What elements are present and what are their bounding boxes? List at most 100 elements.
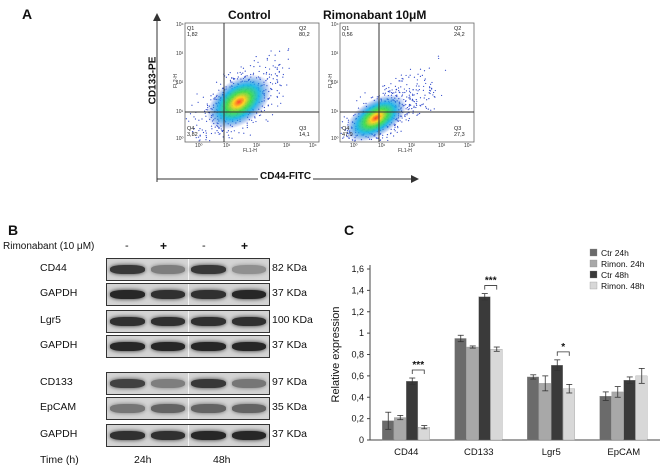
panel-a-letter: A — [22, 6, 33, 22]
y-tick: 10⁰ — [176, 136, 184, 142]
bar — [478, 296, 491, 441]
blot-band — [231, 317, 266, 326]
blot-band — [110, 431, 145, 440]
bar — [623, 379, 636, 441]
blot-band — [150, 265, 185, 274]
legend-label: Ctr 48h — [601, 270, 629, 280]
bar — [490, 349, 503, 441]
blot-protein-label: GAPDH — [40, 287, 78, 299]
blot-kda-label: 37 KDa — [272, 287, 308, 299]
treatment-mark: - — [202, 240, 206, 252]
bar — [551, 365, 563, 441]
bar — [599, 396, 612, 441]
x-tick-label: CD44 — [394, 447, 418, 458]
q1-label: Q1 1,82 — [187, 26, 198, 38]
significance-label: *** — [485, 276, 497, 287]
blot-band — [110, 265, 145, 274]
legend-swatch — [589, 259, 598, 268]
x-tick: 10² — [408, 143, 416, 149]
significance-bracket — [411, 369, 425, 375]
flow-plot-control-title: Control — [228, 8, 271, 22]
y-tick: 10⁴ — [331, 22, 339, 28]
bar — [406, 381, 418, 441]
x-tick: 10³ — [283, 143, 291, 149]
blot-strip — [106, 397, 270, 420]
blot-band — [231, 431, 266, 440]
blot-band — [150, 290, 185, 299]
x-tick-label: EpCAM — [607, 447, 640, 458]
blot-strip — [106, 424, 270, 447]
q3-label: Q3 14,1 — [299, 126, 310, 138]
significance-bracket — [484, 285, 498, 290]
blot-strip — [106, 310, 270, 333]
bar — [394, 417, 406, 441]
blot-protein-label: Lgr5 — [40, 314, 62, 326]
y-tick-label: 0 — [359, 435, 364, 445]
y-tick-label: 1,4 — [351, 285, 364, 295]
significance-label: *** — [412, 360, 424, 371]
blot-band — [150, 404, 185, 413]
blot-band — [191, 404, 226, 413]
treatment-mark: + — [241, 239, 249, 253]
blot-band — [150, 317, 185, 326]
blot-strip — [106, 258, 270, 281]
y-tick-label: 0,4 — [351, 392, 364, 402]
blot-protein-label: GAPDH — [40, 339, 78, 351]
blot-band — [231, 265, 266, 274]
significance-label: * — [561, 342, 565, 353]
blot-strip — [106, 372, 270, 395]
blot-kda-label: 100 KDa — [272, 314, 313, 326]
y-axis-label: Relative expression — [330, 307, 342, 403]
blot-band — [191, 431, 226, 440]
bar — [635, 375, 648, 441]
y-tick: 10⁰ — [331, 136, 339, 142]
y-tick-label: 1,6 — [351, 264, 364, 274]
treatment-mark: + — [160, 239, 168, 253]
bar — [527, 376, 539, 441]
bar — [563, 388, 575, 441]
q4-label: Q4 3,82 — [187, 126, 198, 138]
blot-protein-label: CD133 — [40, 376, 73, 388]
q1-label: Q1 0,56 — [342, 26, 353, 38]
blot-band — [110, 342, 145, 351]
blot-band — [191, 379, 226, 388]
blot-band — [191, 342, 226, 351]
panel-c-letter: C — [344, 222, 355, 238]
time-48h: 48h — [213, 454, 231, 466]
bar-chart: 0 0,2 0,4 0,6 0,8 1 1,2 1,4 1,6 Relative expressi… — [330, 248, 660, 458]
blot-band — [191, 290, 226, 299]
x-tick: 10⁰ — [195, 143, 203, 149]
y-tick-label: 1 — [359, 328, 364, 338]
blot-band — [191, 317, 226, 326]
time-label: Time (h) — [40, 454, 79, 466]
blot-band — [191, 265, 226, 274]
x-tick-label: Lgr5 — [542, 447, 561, 458]
blot-kda-label: 82 KDa — [272, 262, 308, 274]
treatment-label: Rimonabant (10 μM) — [3, 241, 95, 252]
y-tick: 10¹ — [331, 109, 339, 115]
fl1-label: FL1-H — [243, 148, 257, 154]
legend-label: Rimon. 48h — [601, 281, 645, 291]
flow-plot-rimonabant-title: Rimonabant 10μM — [323, 8, 427, 22]
y-tick: 10³ — [176, 51, 184, 57]
blot-kda-label: 37 KDa — [272, 339, 308, 351]
fl1-label: FL1-H — [398, 148, 412, 154]
flow-plot-rimonabant: Q1 0,56 Q2 24,2 Q4 47,9 Q3 27,3 FL2-H FL1-H … — [328, 22, 476, 155]
blot-protein-label: EpCAM — [40, 401, 77, 413]
x-tick: 10⁴ — [309, 143, 317, 149]
bar — [539, 383, 551, 441]
legend-label: Ctr 24h — [601, 248, 629, 258]
x-tick: 10⁴ — [464, 143, 472, 149]
panel-b-letter: B — [8, 222, 19, 238]
time-24h: 24h — [134, 454, 152, 466]
legend-swatch — [589, 281, 598, 290]
panel-a-x-axis-label: CD44-FITC — [258, 171, 314, 182]
blot-protein-label: CD44 — [40, 262, 67, 274]
legend-label: Rimon. 24h — [601, 259, 645, 269]
y-tick-label: 1,2 — [351, 307, 364, 317]
panel-a-y-axis-arrow — [153, 13, 161, 182]
blot-band — [110, 404, 145, 413]
significance-bracket — [556, 351, 570, 356]
blot-band — [231, 290, 266, 299]
y-tick-label: 0,2 — [351, 414, 364, 424]
